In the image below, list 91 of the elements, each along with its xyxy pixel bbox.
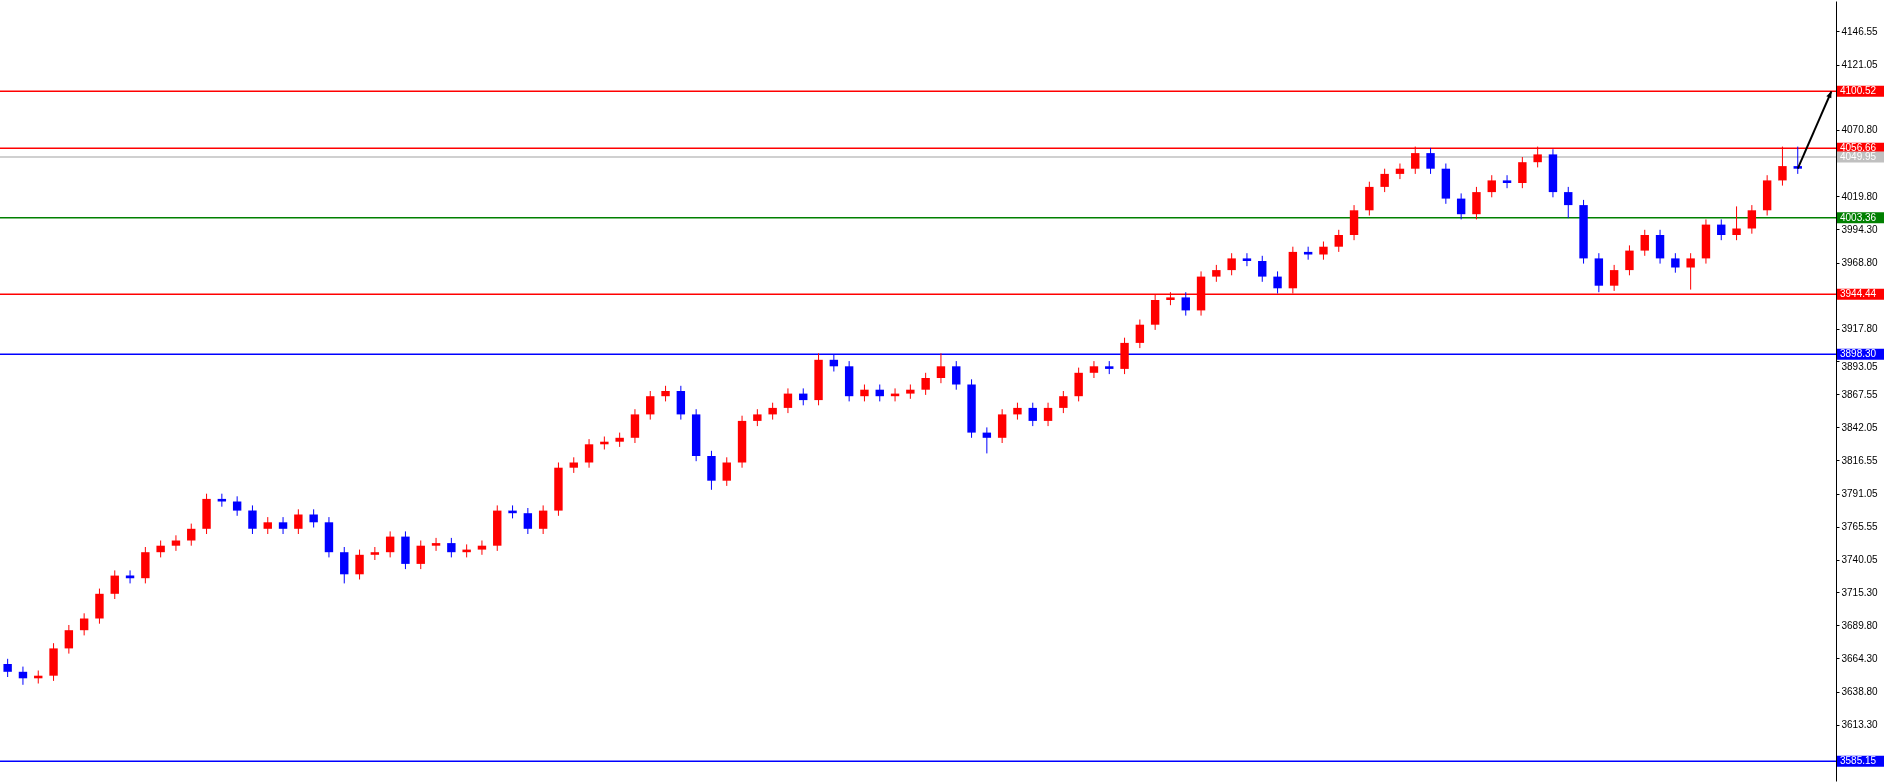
candlestick xyxy=(1426,147,1435,175)
candlestick xyxy=(523,507,533,535)
y-tick-label: 3842.05 xyxy=(1841,421,1879,433)
candlestick xyxy=(1043,402,1053,427)
candlestick xyxy=(630,408,640,444)
candlestick xyxy=(1717,218,1726,241)
candlestick xyxy=(1472,186,1481,220)
candlestick xyxy=(447,537,456,558)
y-tick-label: 3791.05 xyxy=(1841,488,1879,500)
candlestick xyxy=(64,624,74,655)
candlestick xyxy=(1242,252,1252,267)
candlestick xyxy=(1609,264,1619,292)
candlestick xyxy=(1319,241,1328,261)
candlestick xyxy=(187,523,196,547)
candlestick xyxy=(294,508,303,535)
ref-line-label: 4003.36 xyxy=(1840,211,1877,223)
candlestick xyxy=(1686,252,1695,291)
candlestick xyxy=(3,658,12,678)
candlestick xyxy=(1564,186,1573,219)
y-tick-label: 3740.05 xyxy=(1841,554,1879,566)
y-tick-label: 4070.80 xyxy=(1841,124,1879,136)
y-tick-label: 3689.80 xyxy=(1841,619,1879,631)
candlestick xyxy=(1502,174,1512,189)
candlestick xyxy=(217,493,227,508)
ref-line-label: 3944.44 xyxy=(1840,288,1877,300)
y-tick-label: 3638.80 xyxy=(1841,686,1879,698)
candlestick xyxy=(1671,252,1680,274)
candlestick xyxy=(952,360,961,391)
candlestick xyxy=(171,534,181,552)
candlestick xyxy=(538,504,548,535)
ref-line-label: 3898.30 xyxy=(1840,348,1877,360)
candlestick xyxy=(676,385,686,421)
candlestick xyxy=(1365,181,1374,216)
candlestick xyxy=(1258,255,1267,283)
candlestick xyxy=(278,516,288,535)
candlestick xyxy=(370,546,380,561)
candlestick xyxy=(1395,163,1405,180)
y-tick-label: 3893.05 xyxy=(1841,360,1879,372)
candlestick xyxy=(1456,192,1466,220)
ref-line-label: 4049.95 xyxy=(1840,151,1877,163)
candlestick xyxy=(1089,360,1099,379)
y-tick-label: 3664.30 xyxy=(1841,652,1879,664)
candlestick xyxy=(1227,252,1236,276)
candlestick xyxy=(1747,204,1757,235)
candlestick xyxy=(416,540,425,570)
candlestick xyxy=(79,612,89,636)
candlestick xyxy=(1181,291,1190,317)
candlestick xyxy=(355,549,364,580)
candlestick xyxy=(309,508,318,528)
candlestick xyxy=(1487,174,1496,198)
candlestick xyxy=(1334,229,1343,253)
candlestick xyxy=(584,438,594,469)
y-tick-label: 3994.30 xyxy=(1841,223,1879,235)
candlestick xyxy=(646,390,655,421)
ref-line-label: 4056.66 xyxy=(1840,142,1877,154)
y-tick-label: 3816.55 xyxy=(1841,454,1879,466)
y-tick-label: 3613.30 xyxy=(1841,719,1879,731)
candlestick xyxy=(1059,390,1068,414)
y-tick-label: 4121.05 xyxy=(1841,59,1879,71)
candlestick xyxy=(232,495,242,517)
candlestick xyxy=(1028,402,1037,427)
candlestick xyxy=(1655,229,1665,265)
candlestick xyxy=(997,408,1007,444)
candlestick xyxy=(921,372,930,396)
candlestick xyxy=(1074,367,1083,402)
candlestick xyxy=(1380,168,1389,193)
candlestick xyxy=(1732,205,1741,241)
candlestick xyxy=(783,387,793,414)
candlestick xyxy=(385,530,395,558)
ref-line-label: 4100.52 xyxy=(1840,85,1877,97)
candlestick xyxy=(982,426,992,454)
ref-line-label: 3585.15 xyxy=(1840,755,1877,767)
candlestick xyxy=(1135,319,1145,349)
candlestick xyxy=(1625,244,1634,276)
candlestick xyxy=(340,546,349,584)
y-tick-label: 3968.80 xyxy=(1841,257,1879,269)
y-tick-label: 3765.55 xyxy=(1841,521,1879,533)
y-tick-label: 3867.55 xyxy=(1841,388,1879,400)
candlestick xyxy=(431,537,441,552)
y-tick-label: 4146.55 xyxy=(1841,25,1879,37)
candlestick xyxy=(1273,270,1282,294)
y-tick-label: 3917.80 xyxy=(1841,323,1879,335)
candlestick xyxy=(248,504,257,535)
candlestick xyxy=(1640,229,1649,257)
candlestick xyxy=(722,456,731,487)
candlestick xyxy=(936,352,946,384)
candlestick xyxy=(1518,156,1527,189)
y-tick-label: 3715.30 xyxy=(1841,586,1879,598)
candlestick xyxy=(110,569,119,600)
candlestick xyxy=(477,540,487,556)
y-tick-label: 4019.80 xyxy=(1841,190,1879,202)
